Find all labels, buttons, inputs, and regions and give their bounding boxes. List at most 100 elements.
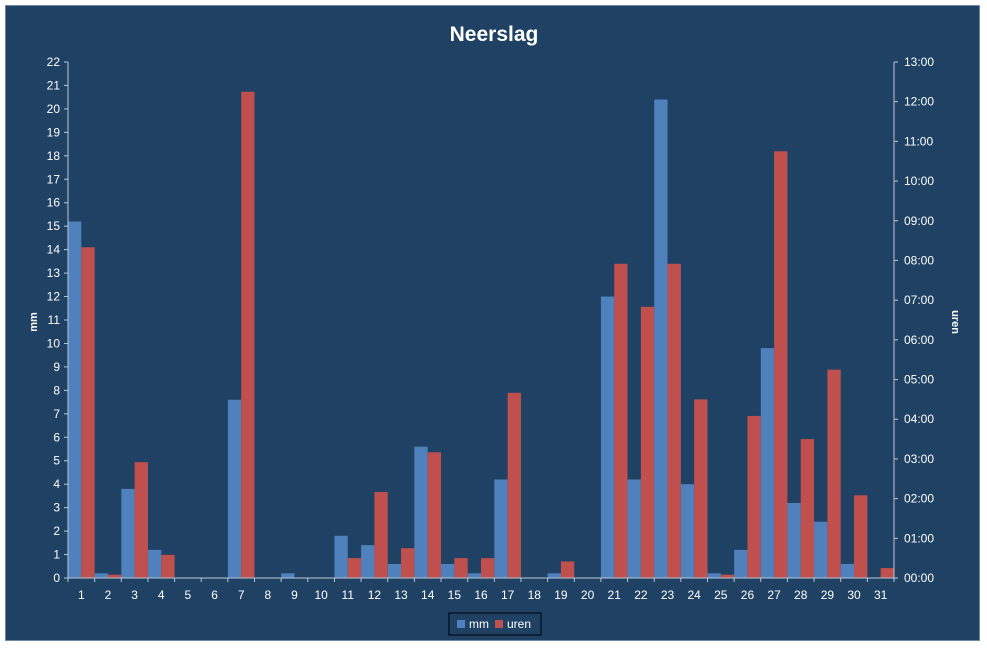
x-tick-label: 26 xyxy=(741,588,755,602)
x-tick-label: 16 xyxy=(474,588,488,602)
bar-uren-day-29 xyxy=(827,369,841,578)
x-tick-label: 23 xyxy=(661,588,675,602)
left-tick-label: 6 xyxy=(53,430,60,444)
bar-mm-day-21 xyxy=(600,296,615,578)
bar-uren-day-22 xyxy=(640,306,655,578)
right-tick-label: 07:00 xyxy=(904,293,934,307)
x-tick-label: 3 xyxy=(131,588,138,602)
legend-swatch-mm xyxy=(457,620,465,628)
left-tick-label: 0 xyxy=(53,571,60,585)
left-tick-label: 22 xyxy=(47,55,61,69)
bar-uren-day-30 xyxy=(854,495,868,578)
left-tick-label: 20 xyxy=(47,102,61,116)
left-tick-label: 21 xyxy=(47,78,61,92)
bar-uren-day-11 xyxy=(347,558,362,578)
bar-uren-day-13 xyxy=(401,548,415,578)
x-tick-label: 17 xyxy=(501,588,515,602)
legend-swatch-uren xyxy=(495,620,503,628)
left-tick-label: 5 xyxy=(53,454,60,468)
x-tick-label: 18 xyxy=(528,588,542,602)
right-tick-label: 02:00 xyxy=(904,492,934,506)
x-tick-label: 28 xyxy=(794,588,808,602)
right-tick-label: 09:00 xyxy=(904,214,934,228)
left-tick-label: 9 xyxy=(53,360,60,374)
right-tick-label: 05:00 xyxy=(904,373,934,387)
bar-uren-day-17 xyxy=(507,392,521,578)
bar-mm-day-27 xyxy=(760,348,775,578)
x-tick-label: 19 xyxy=(554,588,568,602)
bar-uren-day-31 xyxy=(880,568,894,578)
bar-mm-day-24 xyxy=(680,484,695,578)
x-tick-label: 15 xyxy=(448,588,462,602)
left-tick-label: 15 xyxy=(47,219,61,233)
chart-title: Neerslag xyxy=(450,23,539,46)
left-tick-label: 7 xyxy=(53,407,60,421)
x-tick-label: 6 xyxy=(211,588,218,602)
x-tick-label: 5 xyxy=(185,588,192,602)
left-tick-label: 18 xyxy=(47,149,61,163)
left-tick-label: 10 xyxy=(47,336,61,350)
bar-mm-day-26 xyxy=(734,549,748,578)
bar-uren-day-26 xyxy=(747,415,761,578)
bar-mm-day-30 xyxy=(840,563,855,578)
bar-mm-day-4 xyxy=(147,549,162,578)
bar-mm-day-17 xyxy=(494,479,508,578)
bar-uren-day-14 xyxy=(427,452,442,578)
chart-canvas: Neerslag mm uren 01234567891011121314151… xyxy=(28,23,961,636)
bar-mm-day-13 xyxy=(387,563,402,578)
right-tick-label: 01:00 xyxy=(904,531,934,545)
bar-mm-day-11 xyxy=(334,535,348,578)
left-tick-label: 14 xyxy=(47,243,61,257)
left-tick-label: 8 xyxy=(53,383,60,397)
right-tick-label: 06:00 xyxy=(904,333,934,347)
bar-uren-day-4 xyxy=(161,554,175,578)
left-tick-label: 17 xyxy=(47,172,61,186)
left-tick-label: 2 xyxy=(53,524,60,538)
bar-uren-day-25 xyxy=(720,574,735,578)
axes-layer: 01234567891011121314151617181920212200:0… xyxy=(47,55,935,602)
left-tick-label: 16 xyxy=(47,196,61,210)
x-tick-label: 31 xyxy=(874,588,888,602)
x-tick-label: 9 xyxy=(291,588,298,602)
bar-uren-day-21 xyxy=(614,263,628,578)
left-tick-label: 12 xyxy=(47,290,61,304)
bar-mm-day-7 xyxy=(227,399,242,578)
left-tick-label: 13 xyxy=(47,266,61,280)
legend: mm uren xyxy=(448,612,542,636)
right-tick-label: 08:00 xyxy=(904,253,934,267)
x-tick-label: 14 xyxy=(421,588,435,602)
bar-uren-day-12 xyxy=(374,492,388,578)
x-tick-label: 1 xyxy=(78,588,85,602)
bar-uren-day-16 xyxy=(481,558,495,578)
x-tick-label: 8 xyxy=(264,588,271,602)
chart-frame: Neerslag mm uren 0 1 2 3 4 5 6 7 8 9 10 11 12 13 14 15 1… xyxy=(5,5,980,641)
x-tick-label: 25 xyxy=(714,588,728,602)
bar-uren-day-7 xyxy=(241,91,255,579)
x-tick-label: 2 xyxy=(105,588,112,602)
left-tick-label: 11 xyxy=(48,313,61,327)
x-tick-label: 27 xyxy=(767,588,781,602)
bar-uren-day-19 xyxy=(560,561,575,578)
x-tick-label: 10 xyxy=(314,588,328,602)
left-tick-label: 4 xyxy=(53,477,60,491)
x-tick-label: 24 xyxy=(687,588,701,602)
bar-uren-day-3 xyxy=(134,462,148,578)
bar-uren-day-28 xyxy=(800,439,815,578)
right-tick-label: 13:00 xyxy=(904,55,934,69)
bar-mm-day-25 xyxy=(707,573,721,578)
bar-uren-day-27 xyxy=(774,151,788,579)
bar-mm-day-16 xyxy=(467,573,481,578)
bar-mm-day-23 xyxy=(654,99,668,578)
bar-mm-day-9 xyxy=(281,573,295,578)
x-tick-label: 20 xyxy=(581,588,595,602)
bar-uren-day-15 xyxy=(454,558,468,578)
bar-mm-day-2 xyxy=(94,573,108,578)
bar-mm-day-1 xyxy=(68,221,82,578)
right-tick-label: 03:00 xyxy=(904,452,934,466)
x-tick-label: 4 xyxy=(158,588,165,602)
x-tick-label: 11 xyxy=(342,588,355,602)
left-tick-label: 19 xyxy=(47,125,61,139)
bar-mm-day-3 xyxy=(121,488,135,578)
bar-mm-day-29 xyxy=(814,521,828,578)
legend-label-uren: uren xyxy=(507,617,531,631)
